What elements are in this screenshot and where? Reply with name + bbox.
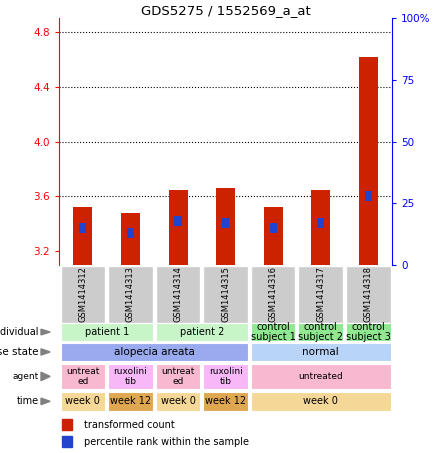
- Bar: [127, 228, 134, 238]
- Bar: [346, 266, 391, 323]
- Text: patient 1: patient 1: [85, 327, 129, 337]
- Text: alopecia areata: alopecia areata: [114, 347, 194, 357]
- Polygon shape: [41, 398, 50, 405]
- Text: GSM1414312: GSM1414312: [78, 266, 88, 323]
- Bar: [60, 391, 105, 411]
- Bar: [222, 218, 229, 228]
- Bar: [216, 188, 235, 265]
- Bar: [174, 216, 182, 226]
- Text: week 0: week 0: [161, 396, 195, 406]
- Bar: [60, 364, 105, 389]
- Text: percentile rank within the sample: percentile rank within the sample: [84, 437, 249, 447]
- Bar: [60, 323, 153, 341]
- Text: GSM1414313: GSM1414313: [126, 266, 135, 323]
- Bar: [203, 266, 248, 323]
- Text: normal: normal: [302, 347, 339, 357]
- Bar: [79, 223, 86, 233]
- Bar: [74, 207, 92, 265]
- Bar: [311, 189, 330, 265]
- Text: untreat
ed: untreat ed: [161, 367, 195, 386]
- Bar: [121, 213, 140, 265]
- Bar: [251, 266, 296, 323]
- Title: GDS5275 / 1552569_a_at: GDS5275 / 1552569_a_at: [141, 4, 311, 17]
- Bar: [298, 266, 343, 323]
- Text: time: time: [17, 396, 39, 406]
- Polygon shape: [41, 372, 50, 381]
- Text: untreat
ed: untreat ed: [66, 367, 99, 386]
- Bar: [264, 207, 283, 265]
- Bar: [155, 323, 248, 341]
- Bar: [155, 266, 200, 323]
- Text: ruxolini
tib: ruxolini tib: [113, 367, 147, 386]
- Bar: [251, 323, 296, 341]
- Polygon shape: [41, 329, 50, 335]
- Text: week 0: week 0: [303, 396, 338, 406]
- Bar: [155, 364, 200, 389]
- Text: transformed count: transformed count: [84, 419, 175, 429]
- Text: disease state: disease state: [0, 347, 39, 357]
- Text: control
subject 1: control subject 1: [251, 322, 296, 342]
- Bar: [203, 391, 248, 411]
- Text: control
subject 3: control subject 3: [346, 322, 391, 342]
- Text: GSM1414318: GSM1414318: [364, 266, 373, 323]
- Text: week 12: week 12: [205, 396, 246, 406]
- Text: GSM1414314: GSM1414314: [173, 266, 183, 323]
- Bar: [251, 364, 391, 389]
- Bar: [63, 419, 72, 430]
- Bar: [251, 391, 391, 411]
- Text: GSM1414316: GSM1414316: [268, 266, 278, 323]
- Bar: [298, 323, 343, 341]
- Bar: [365, 191, 372, 201]
- Bar: [63, 436, 72, 447]
- Text: ruxolini
tib: ruxolini tib: [208, 367, 243, 386]
- Text: agent: agent: [12, 372, 39, 381]
- Text: individual: individual: [0, 327, 39, 337]
- Bar: [317, 218, 324, 228]
- Text: patient 2: patient 2: [180, 327, 224, 337]
- Polygon shape: [41, 349, 50, 355]
- Bar: [60, 266, 105, 323]
- Bar: [203, 364, 248, 389]
- Bar: [346, 323, 391, 341]
- Text: untreated: untreated: [298, 372, 343, 381]
- Bar: [155, 391, 200, 411]
- Bar: [60, 342, 248, 361]
- Text: week 12: week 12: [110, 396, 151, 406]
- Bar: [108, 391, 153, 411]
- Bar: [108, 266, 153, 323]
- Text: GSM1414315: GSM1414315: [221, 266, 230, 323]
- Bar: [269, 223, 277, 233]
- Bar: [359, 57, 378, 265]
- Text: week 0: week 0: [65, 396, 100, 406]
- Bar: [169, 189, 187, 265]
- Text: control
subject 2: control subject 2: [298, 322, 343, 342]
- Bar: [251, 342, 391, 361]
- Bar: [108, 364, 153, 389]
- Text: GSM1414317: GSM1414317: [316, 266, 325, 323]
